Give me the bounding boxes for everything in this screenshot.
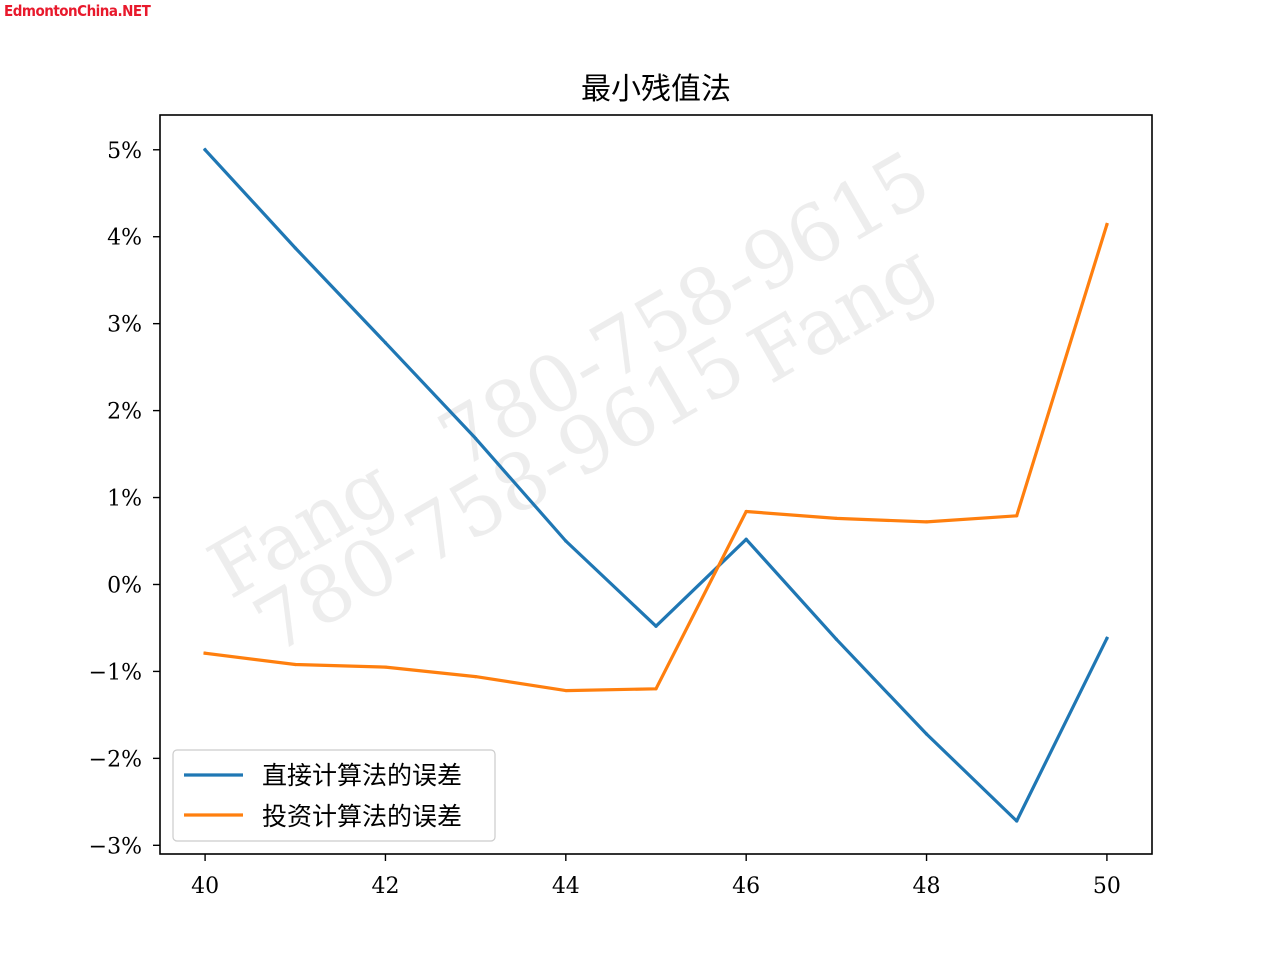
data-point (1015, 514, 1019, 518)
site-watermark-logo: EdmontonChina.NET (4, 2, 151, 20)
y-tick-label: −1% (89, 660, 142, 685)
data-point (744, 537, 748, 541)
data-point (654, 687, 658, 691)
data-point (203, 651, 207, 655)
data-point (924, 520, 929, 524)
data-point (383, 341, 388, 345)
y-tick-label: 2% (107, 400, 142, 425)
y-tick-label: −2% (89, 747, 142, 772)
x-tick-label: 46 (732, 874, 760, 899)
data-point (564, 688, 568, 693)
x-tick-label: 42 (371, 874, 399, 899)
data-point (1105, 636, 1109, 640)
data-point (924, 732, 929, 736)
legend-label-investment: 投资计算法的误差 (262, 802, 462, 831)
data-point (293, 246, 297, 250)
legend-box (172, 749, 496, 842)
axis-layer: 40 42 44 46 48 50 −3% −2% −1% 0% 1% 2% 3% 4% 5% (89, 139, 1121, 899)
data-point (1015, 819, 1019, 823)
data-point (1105, 222, 1109, 227)
x-tick-label: 44 (552, 874, 580, 899)
y-tick-label: −3% (89, 834, 142, 859)
x-tick-label: 40 (191, 874, 219, 899)
data-point (474, 436, 478, 441)
data-point (834, 637, 838, 641)
y-tick-label: 4% (107, 226, 142, 251)
y-tick-label: 1% (107, 487, 142, 512)
data-point (654, 624, 658, 628)
legend: 直接计算法的误差 投资计算法的误差 (172, 749, 496, 842)
data-point (203, 148, 207, 152)
data-point (474, 675, 478, 679)
data-point (293, 662, 297, 667)
y-tick-label: 0% (107, 573, 142, 598)
plot-frame (159, 114, 1153, 855)
series-layer (202, 147, 1110, 823)
data-point (564, 539, 568, 543)
legend-label-direct: 直接计算法的误差 (262, 761, 462, 790)
watermark-layer: 780-758-9615 Fang Fang 780-758-9615 (195, 134, 949, 671)
data-point (383, 665, 388, 669)
x-tick-label: 48 (913, 874, 941, 899)
y-tick-label: 3% (107, 313, 142, 338)
data-point (834, 516, 838, 521)
x-tick-label: 50 (1093, 874, 1121, 899)
data-point (744, 509, 748, 514)
y-tick-label: 5% (107, 139, 142, 164)
chart-title: 最小残值法 (581, 72, 731, 107)
